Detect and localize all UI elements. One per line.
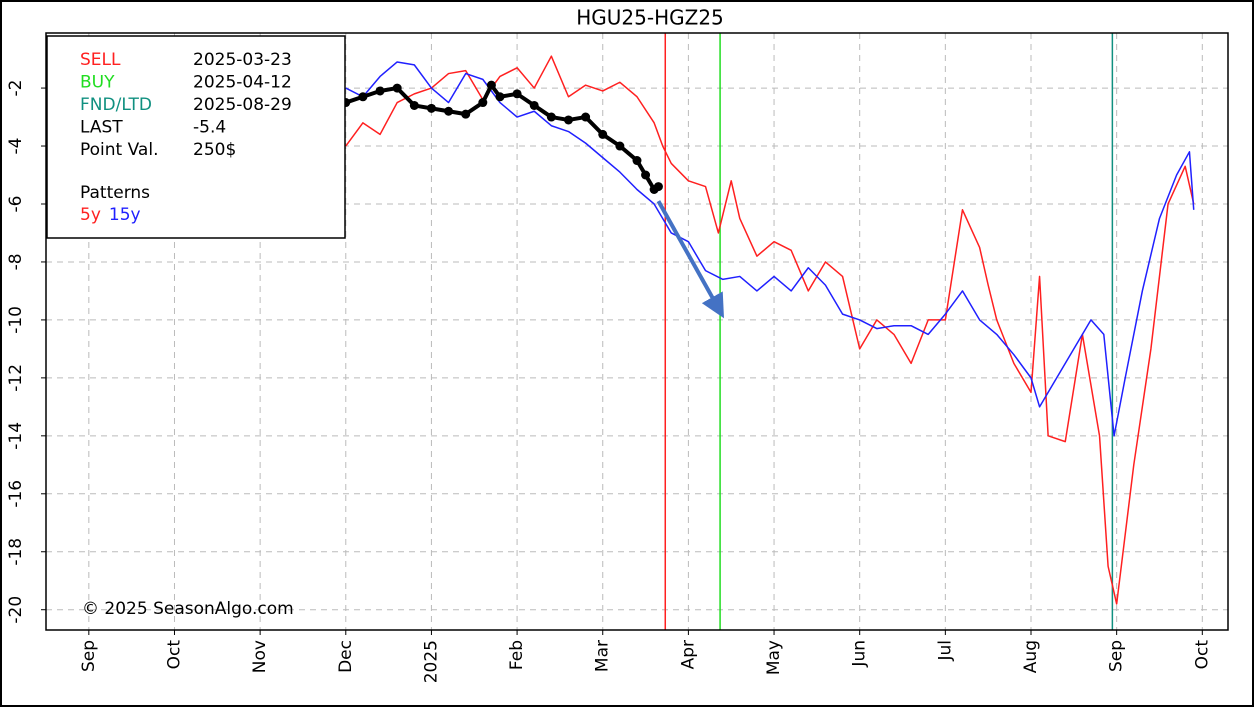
series-marker: [581, 112, 591, 122]
info-value: 250$: [193, 140, 236, 160]
series-marker: [615, 141, 625, 151]
series-marker: [375, 86, 385, 96]
x-tick-label: Sep: [1107, 640, 1127, 672]
plot-frame: [45, 32, 1229, 631]
series-marker: [546, 112, 556, 122]
x-tick-label: Dec: [336, 640, 356, 673]
patterns-label: Patterns: [80, 183, 150, 203]
series-marker: [495, 92, 505, 102]
y-tick-label: -20: [6, 596, 26, 624]
info-value: 2025-04-12: [193, 73, 292, 93]
y-tick-label: -2: [6, 80, 26, 97]
series-marker: [598, 129, 608, 139]
x-tick-label: Mar: [593, 640, 613, 672]
x-tick-label: Feb: [507, 640, 527, 670]
legend-entry: 15y: [109, 205, 141, 225]
legend-entry: 5y: [80, 205, 101, 225]
series-marker: [529, 100, 539, 110]
series-marker: [461, 109, 471, 119]
series-marker: [478, 98, 488, 108]
x-tick-label: Aug: [1021, 640, 1041, 673]
x-tick-label: Oct: [1192, 640, 1212, 670]
forecast-arrow: [656, 200, 724, 319]
series-marker: [358, 92, 368, 102]
series-marker: [563, 115, 573, 125]
info-value: -5.4: [193, 118, 226, 138]
y-tick-label: -12: [6, 364, 26, 392]
info-label: BUY: [80, 73, 115, 93]
x-tick-label: Apr: [678, 640, 698, 669]
series-marker: [632, 156, 642, 166]
chart-title: HGU25-HGZ25: [576, 6, 724, 30]
y-tick-label: -10: [6, 306, 26, 334]
series-line: [345, 83, 660, 192]
series-marker: [426, 103, 436, 113]
info-label: SELL: [80, 50, 121, 70]
series-marker: [486, 80, 496, 90]
y-tick-label: -14: [6, 422, 26, 450]
y-tick-label: -18: [6, 538, 26, 566]
series-marker: [444, 106, 454, 116]
y-tick-label: -6: [6, 196, 26, 213]
x-tick-label: 2025: [421, 640, 441, 683]
info-box: [46, 35, 346, 239]
info-label: FND/LTD: [80, 95, 152, 115]
y-tick-label: -8: [6, 253, 26, 270]
series-line: [345, 55, 1195, 605]
info-label: LAST: [80, 118, 123, 138]
series-marker: [512, 89, 522, 99]
series-marker: [641, 170, 651, 180]
info-value: 2025-08-29: [193, 95, 292, 115]
series-marker: [409, 100, 419, 110]
x-tick-label: Jul: [935, 640, 955, 662]
info-value: 2025-03-23: [193, 50, 292, 70]
y-tick-label: -4: [6, 138, 26, 155]
y-tick-label: -16: [6, 480, 26, 508]
series-marker: [392, 83, 402, 93]
x-tick-label: Oct: [164, 640, 184, 670]
x-tick-label: May: [764, 640, 784, 675]
copyright: © 2025 SeasonAlgo.com: [82, 599, 294, 619]
series-line: [345, 61, 1195, 437]
x-tick-label: Jun: [850, 640, 870, 668]
x-tick-label: Nov: [250, 640, 270, 673]
info-label: Point Val.: [80, 140, 158, 160]
x-tick-label: Sep: [79, 640, 99, 672]
series-marker: [653, 182, 663, 192]
